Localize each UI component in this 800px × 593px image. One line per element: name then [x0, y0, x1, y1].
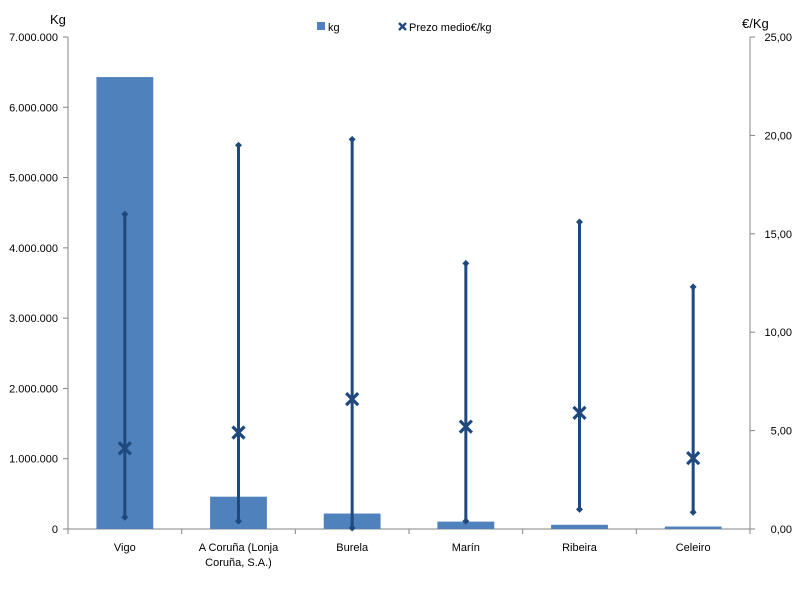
left-tick-label: 4.000.000 [9, 243, 58, 255]
x-tick-label: Ribeira [562, 542, 598, 554]
bar-kg [437, 521, 495, 529]
price-min-marker [235, 517, 242, 525]
price-min-marker [689, 508, 697, 516]
price-range-lines [121, 135, 697, 532]
average-price-marker [345, 391, 360, 407]
price-min-marker [348, 524, 356, 532]
price-min-marker [462, 517, 470, 525]
left-tick-label: 1.000.000 [9, 454, 58, 466]
left-tick-label: 5.000.000 [9, 173, 58, 185]
legend-kg-swatch [317, 22, 325, 30]
left-tick-label: 6.000.000 [9, 102, 58, 114]
x-tick-label: A Coruña (Lonja Coruña, S.A.) [199, 542, 279, 569]
right-tick-label: 0,00 [771, 524, 792, 536]
x-axis: Vigo A Coruña (Lonja Coruña, S.A.) Burela Ma… [67, 528, 751, 569]
legend: kg Prezo medio€/kg [317, 22, 492, 34]
left-y-axis: 0 1.000.000 2.000.000 3.000.000 4.000.000 5.0… [9, 32, 69, 536]
average-price-marker [458, 419, 473, 434]
average-price-marker [117, 441, 132, 456]
average-price-marker [686, 451, 701, 466]
x-tick-label: Vigo [114, 542, 136, 554]
right-tick-label: 5,00 [771, 426, 792, 438]
legend-kg-label: kg [328, 22, 340, 34]
legend-price-label: Prezo medio€/kg [409, 22, 492, 34]
left-tick-label: 3.000.000 [9, 313, 58, 325]
right-tick-label: 15,00 [764, 229, 792, 241]
left-tick-label: 7.000.000 [9, 32, 58, 44]
average-price-marker [231, 425, 246, 440]
average-price-marker [572, 405, 587, 421]
right-tick-label: 10,00 [764, 327, 792, 339]
bar-kg [551, 524, 608, 529]
right-axis-title: €/Kg [742, 16, 769, 31]
x-tick-label: Celeiro [676, 542, 711, 554]
price-max-marker [576, 218, 583, 226]
right-y-axis: 0,00 5,00 10,00 15,00 20,00 25,00 [749, 32, 792, 536]
x-tick-label: Marín [452, 542, 480, 554]
left-tick-label: 0 [52, 524, 58, 536]
average-price-markers [117, 391, 701, 466]
left-tick-label: 2.000.000 [9, 383, 58, 395]
right-tick-label: 20,00 [764, 130, 792, 142]
price-min-marker [576, 505, 583, 513]
price-max-marker [121, 210, 129, 218]
price-min-marker [121, 513, 129, 521]
left-axis-title: Kg [50, 12, 66, 27]
price-max-marker [689, 283, 697, 291]
bar-kg [664, 526, 722, 529]
right-tick-label: 25,00 [764, 32, 792, 44]
price-max-marker [462, 259, 470, 267]
kg-bars [96, 77, 722, 529]
price-max-marker [235, 141, 242, 149]
x-tick-label: Burela [336, 542, 369, 554]
legend-price-marker [398, 22, 407, 31]
price-max-marker [348, 135, 356, 143]
